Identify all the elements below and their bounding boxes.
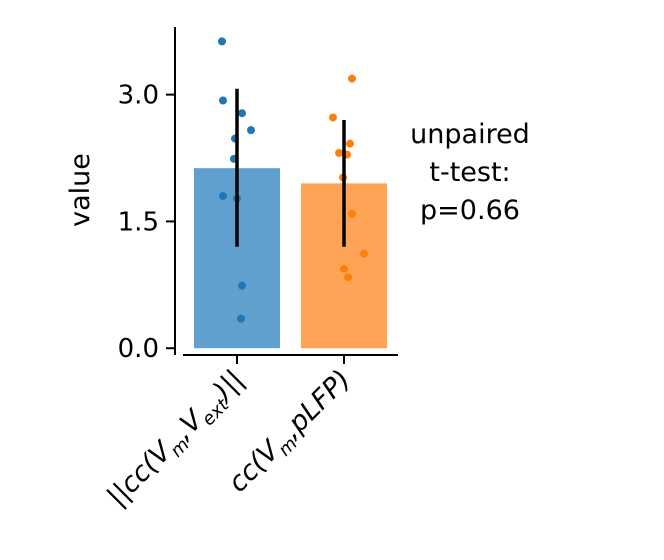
y-tick-label: 3.0 — [118, 81, 159, 111]
data-point — [346, 139, 354, 148]
data-point — [340, 264, 348, 273]
annotation-line: p=0.66 — [420, 195, 520, 226]
x-tick-label: ||cc(Vm,Vext)|| — [101, 364, 253, 516]
data-point — [219, 192, 227, 201]
ttest-annotation: unpaired t-test: p=0.66 — [410, 119, 530, 226]
data-point — [238, 109, 246, 118]
annotation-line: unpaired — [410, 119, 530, 150]
data-point — [348, 74, 356, 83]
data-point — [344, 273, 352, 282]
data-point — [247, 126, 255, 135]
y-tick-label: 0.0 — [118, 334, 159, 364]
annotation-line: t-test: — [429, 157, 510, 188]
data-point — [360, 249, 368, 258]
data-point — [348, 209, 356, 218]
y-tick-label: 1.5 — [118, 207, 159, 237]
data-point — [329, 113, 337, 122]
data-point — [219, 96, 227, 105]
data-point — [218, 37, 226, 46]
data-point — [335, 148, 343, 157]
y-axis-title: value — [65, 153, 96, 227]
data-point — [238, 281, 246, 290]
data-point — [237, 314, 245, 323]
